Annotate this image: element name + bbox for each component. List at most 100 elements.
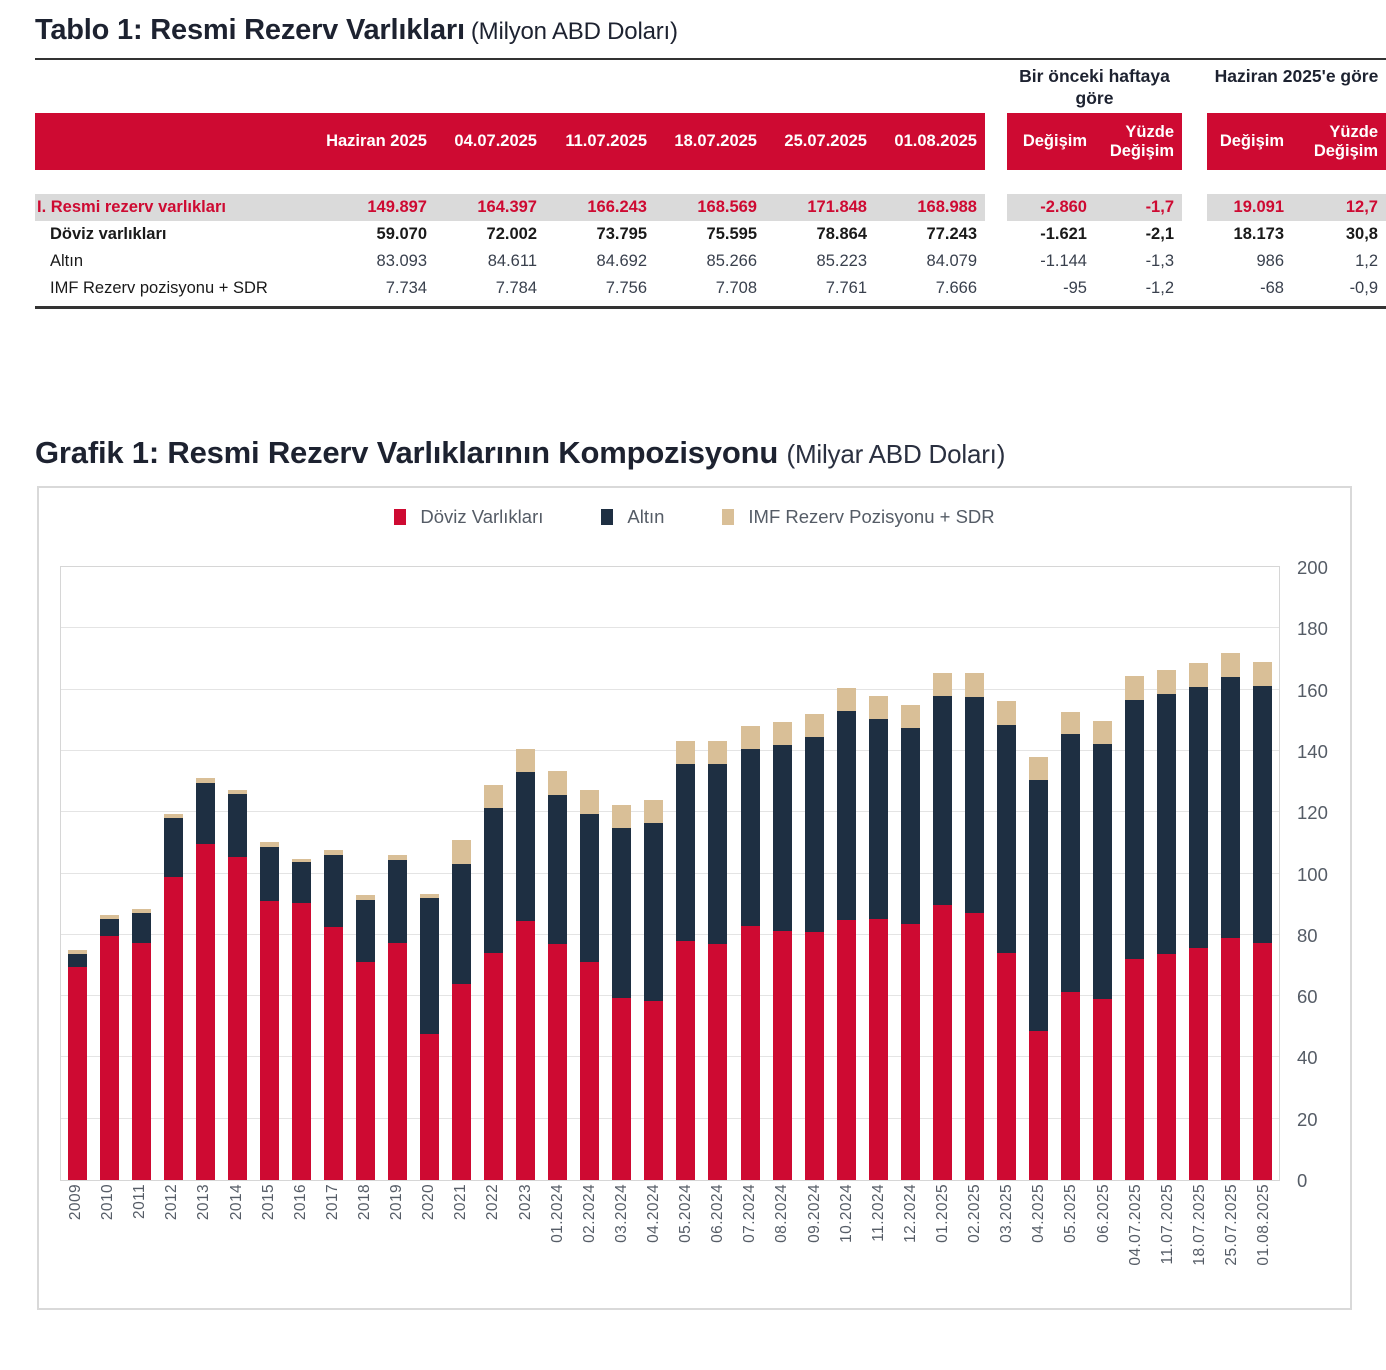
x-label-slot: 2017 [317, 1184, 349, 1306]
bar-slot [253, 841, 285, 1180]
bar-segment-0 [996, 953, 1016, 1180]
legend-swatch-icon [394, 509, 407, 525]
table-header-band: Haziran 2025 04.07.2025 11.07.2025 18.07.20… [35, 113, 1386, 170]
header-cell-date-3: 18.07.2025 [655, 113, 765, 170]
bar-segment-0 [195, 844, 215, 1180]
value-cell-5: 77.243 [926, 225, 977, 243]
week-change-cell-1: -2,1 [1145, 225, 1174, 243]
x-label-slot: 12.2024 [895, 1184, 927, 1306]
bar-segment-0 [227, 856, 247, 1180]
chart-title-unit: (Milyar ABD Doları) [786, 439, 1006, 469]
table-row: I. Resmi rezerv varlıkları 149.897 164.397… [35, 194, 1386, 221]
x-label-slot: 2019 [381, 1184, 413, 1306]
stacked-bar-12.2024 [900, 704, 920, 1180]
stacked-bar-04.07.2025 [1125, 676, 1145, 1180]
y-tick-label: 120 [1297, 802, 1328, 824]
header-cell-label [35, 113, 325, 170]
bar-segment-0 [644, 1000, 664, 1180]
x-label-slot: 2014 [221, 1184, 253, 1306]
bar-segment-0 [1157, 953, 1177, 1180]
header-cell-june-chg-0: Değişim [1207, 113, 1292, 170]
stacked-bar-11.2024 [868, 696, 888, 1180]
x-tick-label: 12.2024 [901, 1184, 919, 1243]
june-change-cell-1: -0,9 [1349, 279, 1378, 297]
bar-segment-1 [580, 813, 600, 963]
bar-slot [862, 696, 894, 1180]
bar-segment-0 [708, 943, 728, 1180]
x-tick-label: 06.2024 [709, 1184, 727, 1243]
bar-segment-1 [452, 864, 472, 984]
bar-segment-2 [420, 893, 440, 899]
bar-slot [894, 704, 926, 1180]
chart-area: Döviz Varlıkları Altın IMF Rezerv Pozisyon… [37, 486, 1352, 1310]
gridline-180 [61, 627, 1279, 629]
bar-segment-1 [1060, 734, 1080, 992]
bar-segment-0 [804, 932, 824, 1180]
x-label-slot: 05.2025 [1055, 1184, 1087, 1306]
bar-segment-1 [1093, 744, 1113, 999]
stacked-bar-06.2024 [708, 741, 728, 1180]
bar-segment-0 [67, 967, 87, 1180]
value-cell-3: 75.595 [706, 225, 757, 243]
x-label-slot: 01.08.2025 [1248, 1184, 1280, 1306]
stacked-bar-01.2024 [548, 770, 568, 1180]
stacked-bar-10.2024 [836, 688, 856, 1180]
bar-segment-0 [1028, 1031, 1048, 1180]
gridline-60 [61, 995, 1279, 997]
table-row: Altın 83.093 84.611 84.692 85.266 85.223 84.07… [35, 248, 1386, 275]
x-label-slot: 18.07.2025 [1184, 1184, 1216, 1306]
bar-segment-2 [291, 858, 311, 863]
value-cell-0: 149.897 [325, 194, 435, 221]
y-tick-label: 40 [1297, 1047, 1318, 1069]
bar-segment-2 [964, 673, 984, 697]
x-tick-label: 2023 [516, 1184, 534, 1221]
bar-segment-2 [387, 855, 407, 860]
bar-slot [446, 839, 478, 1180]
bar-segment-2 [1253, 662, 1273, 686]
bar-segment-1 [163, 818, 183, 877]
stacked-bar-2015 [259, 841, 279, 1180]
y-tick-label: 20 [1297, 1108, 1318, 1130]
table-group-header-row: Bir önceki haftaya göre Haziran 2025'e g… [35, 65, 1386, 112]
bar-segment-0 [131, 942, 151, 1180]
bar-segment-1 [548, 795, 568, 944]
bar-slot [702, 741, 734, 1180]
bar-segment-2 [1060, 711, 1080, 734]
row-gap-2 [1182, 221, 1207, 248]
x-tick-label: 04.07.2025 [1126, 1184, 1144, 1266]
row-gap-1 [985, 248, 1007, 275]
x-tick-label: 2021 [452, 1184, 470, 1221]
x-label-slot: 2013 [188, 1184, 220, 1306]
y-tick-label: 60 [1297, 986, 1318, 1008]
bar-slot [1215, 653, 1247, 1180]
value-cell-0: 7.734 [385, 279, 427, 297]
bar-segment-1 [836, 711, 856, 921]
bar-segment-2 [996, 701, 1016, 725]
x-tick-label: 2019 [388, 1184, 406, 1221]
x-tick-label: 03.2025 [998, 1184, 1016, 1243]
stacked-bar-09.2024 [804, 713, 824, 1180]
bar-slot [1247, 662, 1279, 1180]
bar-segment-2 [163, 814, 183, 819]
x-label-slot: 04.2024 [638, 1184, 670, 1306]
bar-slot [926, 672, 958, 1180]
x-tick-label: 2016 [291, 1184, 309, 1221]
x-label-slot: 11.2024 [863, 1184, 895, 1306]
bar-segment-0 [163, 876, 183, 1180]
x-label-slot: 2016 [285, 1184, 317, 1306]
bars-container [61, 567, 1279, 1180]
x-tick-label: 02.2024 [580, 1184, 598, 1243]
bar-segment-1 [355, 899, 375, 963]
bar-slot [125, 909, 157, 1180]
value-cell-5: 7.666 [935, 279, 977, 297]
table-row: IMF Rezerv pozisyonu + SDR 7.734 7.784 7.75… [35, 275, 1386, 302]
bar-segment-1 [291, 862, 311, 903]
bar-segment-2 [1125, 676, 1145, 701]
bar-segment-1 [259, 846, 279, 902]
bar-segment-1 [1157, 694, 1177, 954]
x-tick-label: 10.2024 [837, 1184, 855, 1243]
bar-segment-2 [1157, 670, 1177, 695]
bar-segment-1 [932, 696, 952, 905]
bar-segment-2 [868, 696, 888, 720]
x-tick-label: 01.08.2025 [1255, 1184, 1273, 1266]
